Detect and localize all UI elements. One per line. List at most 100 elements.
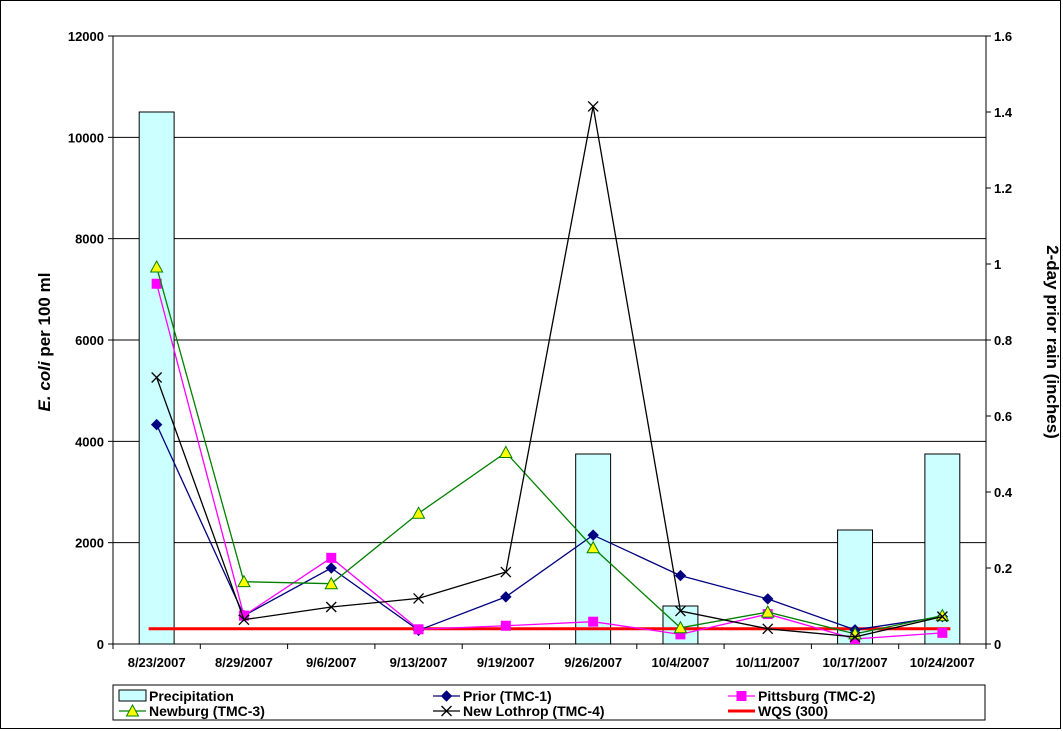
x-marker-stroke — [413, 592, 425, 604]
y-tick-label: 10000 — [68, 130, 104, 145]
legend-box — [112, 684, 986, 721]
data-point-newburg-tmc-3 — [237, 574, 251, 588]
y2-tick-label: 1.4 — [994, 105, 1013, 120]
data-point-new-lothrop-tmc-4 — [151, 372, 163, 383]
legend-marker — [440, 690, 453, 702]
legend-marker — [736, 691, 747, 701]
data-point-newburg-tmc-3 — [499, 445, 513, 458]
data-point-new-lothrop-tmc-4 — [762, 623, 774, 635]
y2-tick-label: 1.2 — [994, 181, 1012, 196]
x-tick-label: 10/4/2007 — [652, 655, 710, 670]
x-marker-stroke — [849, 631, 861, 643]
axes — [108, 35, 991, 649]
y-axis-title-rest: per 100 ml — [35, 273, 54, 362]
legend: Precipitation Prior (TMC-1) Pittsburg (TMC… — [112, 684, 986, 721]
legend-marker — [441, 705, 452, 717]
data-point-newburg-tmc-3 — [324, 576, 339, 590]
y2-axis-title: 2-day prior rain (inches) — [1043, 245, 1062, 439]
x-marker-stroke — [762, 623, 774, 635]
x-marker-stroke — [674, 605, 686, 617]
data-point-newburg-tmc-3 — [149, 259, 164, 273]
data-point-newburg-tmc-3 — [411, 506, 426, 519]
x-tick-label: 9/6/2007 — [306, 655, 357, 670]
legend-item: Pittsburg (TMC-2) — [728, 688, 875, 704]
legend-swatch — [118, 689, 147, 702]
x-tick-label: 9/19/2007 — [477, 655, 535, 670]
x-marker-stroke — [936, 611, 948, 623]
legend-label: Prior (TMC-1) — [463, 688, 552, 704]
data-point-newburg-tmc-3 — [760, 605, 775, 618]
data-point-prior-tmc-1 — [762, 593, 774, 605]
y-tick-label: 12000 — [68, 29, 104, 44]
legend-item: Newburg (TMC-3) — [119, 703, 265, 719]
y2-tick-label: 0.4 — [994, 485, 1013, 500]
series-line-new-lothrop-tmc-4 — [156, 106, 943, 638]
data-point-new-lothrop-tmc-4 — [500, 566, 512, 578]
x-marker-stroke — [500, 566, 512, 578]
series-line-newburg-tmc-3 — [156, 266, 943, 635]
x-tick-label: 10/11/2007 — [736, 655, 800, 670]
y-tick-label: 4000 — [75, 434, 104, 449]
x-tick-label: 10/17/2007 — [823, 655, 888, 670]
legend-label: Pittsburg (TMC-2) — [758, 688, 875, 704]
data-point-newburg-tmc-3 — [673, 620, 688, 634]
legend-item: Prior (TMC-1) — [433, 688, 552, 704]
grid-lines — [113, 35, 986, 544]
legend-label: New Lothrop (TMC-4) — [463, 703, 605, 719]
data-point-new-lothrop-tmc-4 — [674, 605, 686, 617]
tick-labels: 0 2000 4000 6000 8000 10000 12000 0 0.2 0.4 0.6 0.8… — [68, 29, 1013, 670]
data-point-new-lothrop-tmc-4 — [936, 611, 948, 623]
data-point-new-lothrop-tmc-4 — [587, 100, 599, 112]
data-point-newburg-tmc-3 — [586, 540, 600, 554]
data-point-pittsburg-tmc-2 — [588, 616, 599, 627]
x-marker-stroke — [441, 705, 452, 717]
data-point-prior-tmc-1 — [150, 418, 163, 431]
data-point-pittsburg-tmc-2 — [500, 620, 511, 631]
x-marker-stroke — [238, 614, 250, 626]
y-tick-label: 8000 — [75, 232, 104, 247]
y2-tick-label: 0.8 — [994, 333, 1012, 348]
y2-tick-label: 0 — [994, 637, 1001, 652]
y-axis-title: E. coli per 100 ml — [35, 273, 54, 412]
x-marker-stroke — [151, 372, 163, 383]
data-point-pittsburg-tmc-2 — [326, 552, 337, 563]
data-point-new-lothrop-tmc-4 — [413, 592, 425, 604]
legend-item: New Lothrop (TMC-4) — [433, 703, 605, 719]
y2-tick-label: 0.2 — [994, 561, 1012, 576]
series-line-pittsburg-tmc-2 — [156, 283, 943, 640]
precipitation-bars — [138, 111, 961, 645]
series-lines — [148, 100, 951, 644]
x-marker-stroke — [587, 100, 599, 112]
y2-tick-label: 0.6 — [994, 409, 1012, 424]
data-point-new-lothrop-tmc-4 — [238, 614, 250, 626]
data-point-prior-tmc-1 — [674, 569, 687, 582]
legend-label: WQS (300) — [758, 703, 828, 719]
data-point-prior-tmc-1 — [325, 562, 337, 574]
x-tick-label: 10/24/2007 — [910, 655, 975, 670]
y2-tick-label: 1.6 — [994, 29, 1012, 44]
x-tick-label: 9/13/2007 — [390, 655, 448, 670]
x-tick-label: 9/26/2007 — [564, 655, 622, 670]
y-tick-label: 2000 — [75, 536, 104, 551]
y-tick-label: 0 — [97, 637, 104, 652]
y-axis-title-italic: E. coli — [35, 360, 54, 411]
data-point-pittsburg-tmc-2 — [937, 627, 948, 638]
data-point-prior-tmc-1 — [587, 529, 599, 541]
legend-label: Newburg (TMC-3) — [149, 703, 265, 719]
y-tick-label: 6000 — [75, 333, 104, 348]
data-point-prior-tmc-1 — [500, 591, 512, 603]
y2-tick-label: 1 — [994, 257, 1001, 272]
data-point-pittsburg-tmc-2 — [413, 624, 424, 635]
legend-label: Precipitation — [149, 688, 234, 704]
legend-item: WQS (300) — [728, 703, 828, 719]
legend-marker — [125, 703, 140, 717]
data-point-new-lothrop-tmc-4 — [325, 601, 337, 613]
series-line-prior-tmc-1 — [156, 424, 943, 632]
legend-item: Precipitation — [118, 688, 234, 704]
x-tick-label: 8/23/2007 — [128, 655, 186, 670]
data-point-new-lothrop-tmc-4 — [849, 631, 861, 643]
x-marker-stroke — [325, 601, 337, 613]
x-tick-label: 8/29/2007 — [215, 655, 273, 670]
